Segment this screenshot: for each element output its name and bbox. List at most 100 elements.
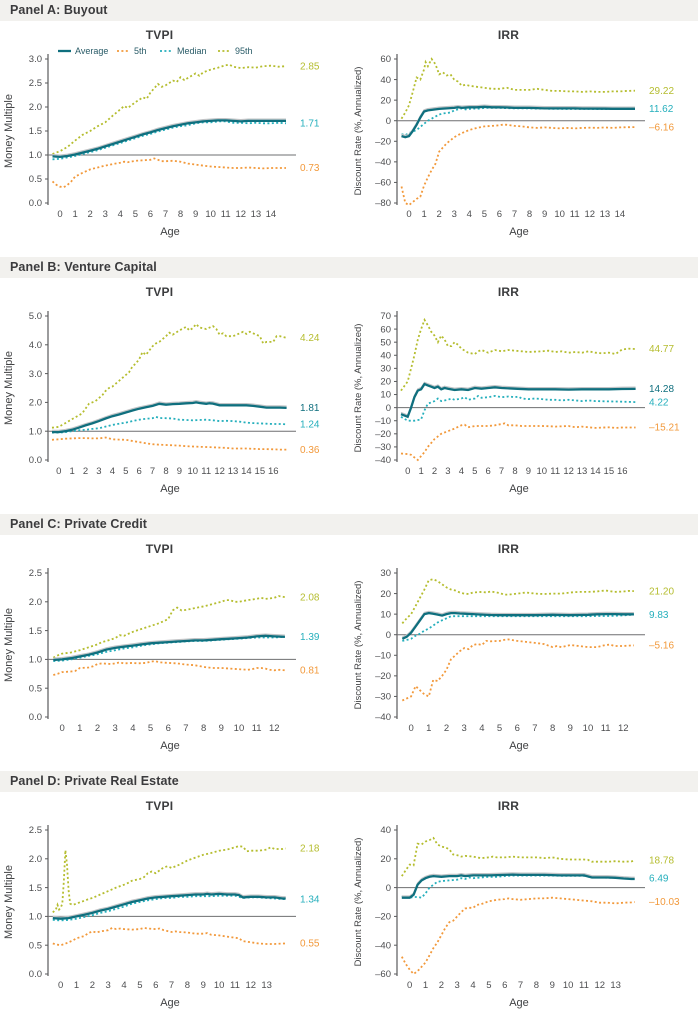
y-tick-label: 2.5 [29,825,42,836]
x-tick-label: 1 [72,209,77,220]
y-tick-label: 2.0 [29,102,42,113]
x-tick-label: 3 [103,209,108,220]
series-line-5th [51,436,287,451]
y-tick-label: –30 [375,442,391,453]
x-tick-label: 5 [497,723,502,734]
x-tick-label: 12 [618,723,629,734]
y-tick-label: 2.0 [29,398,42,409]
chart-title: TVPI [145,799,174,813]
charts-row: TVPI 0.0 0.5 1.0 1.5 2.0 2.5 0 1 2 3 4 5 6 7 8 9 10 11 12 1… [0,792,698,1026]
y-tick-label: 0.0 [29,712,42,723]
chart-canvas: 0.0 0.5 1.0 1.5 2.0 2.5 0 1 2 3 4 5 6 7 8 9 10 11 12 13 Age M… [0,814,349,1026]
tvpi-chart: TVPI 0.0 0.5 1.0 1.5 2.0 2.5 0 1 2 3 4 5 6 7 8 9 10 11 12 A… [0,535,349,769]
x-tick-label: 3 [445,466,450,477]
x-tick-label: 11 [201,466,211,477]
series-line-5th [53,660,285,676]
end-value-label: 2.18 [300,844,320,855]
y-tick-label: 5.0 [29,311,42,322]
irr-chart: IRR –80 –60 –40 –20 0 20 40 60 0 1 2 3 4 5 6 7 8 9 10 11 12 1… [349,21,698,255]
x-tick-label: 10 [563,980,574,991]
end-value-label: 6.49 [649,873,669,884]
legend-label-median: Median [177,46,207,56]
y-axis-title: Discount Rate (%, Annualized) [353,324,364,453]
x-tick-label: 10 [537,466,548,477]
x-tick-label: 4 [470,980,475,991]
series-line-average-shadow [401,872,635,897]
y-tick-label: –20 [375,671,391,682]
y-tick-label: 60 [380,54,391,65]
charts-row: TVPI 0.0 0.5 1.0 1.5 2.0 2.5 3.0 0 1 2 3 4 5 6 7 8 9 10 11… [0,21,698,255]
x-tick-label: 0 [408,723,413,734]
x-tick-label: 0 [59,723,64,734]
x-tick-label: 9 [219,723,224,734]
x-tick-label: 13 [251,209,262,220]
y-tick-label: 40 [380,350,391,361]
x-axis-title: Age [160,226,180,238]
x-tick-label: 6 [137,466,142,477]
chart-canvas: 0.0 1.0 2.0 3.0 4.0 5.0 0 1 2 3 4 5 6 7 8 9 10 11 12 13 14 15… [0,300,349,512]
x-tick-label: 1 [421,209,426,220]
y-tick-label: 20 [380,377,391,388]
x-tick-label: 11 [252,723,262,734]
series-line-5th [52,926,286,947]
chart-title: IRR [497,28,520,42]
x-tick-label: 6 [502,980,507,991]
x-tick-label: 13 [577,466,588,477]
y-tick-label: 0.0 [29,198,42,209]
irr-chart: IRR –40 –30 –20 –10 0 10 20 30 0 1 2 3 4 5 6 7 8 9 10 11 12 A… [349,535,698,769]
x-axis-title: Age [509,226,529,238]
x-tick-label: 8 [201,723,206,734]
end-value-label: 1.39 [300,632,320,643]
x-tick-label: 3 [455,980,460,991]
x-tick-label: 7 [163,209,168,220]
end-value-label: 1.34 [300,894,320,905]
series-line-median [400,394,636,422]
series-line-median [52,894,286,922]
series-line-95th [401,836,635,877]
y-tick-label: 2.0 [29,597,42,608]
irr-chart: IRR –60 –40 –20 0 20 40 0 1 2 3 4 5 6 7 8 9 10 11 12 13 Age D… [349,792,698,1026]
x-tick-label: 7 [512,209,517,220]
x-tick-label: 6 [486,466,491,477]
end-value-label: 44.77 [649,344,674,355]
series-line-average [401,873,635,899]
chart-title: IRR [497,542,520,556]
y-tick-label: –40 [375,712,391,723]
x-tick-label: 13 [228,466,239,477]
panel-title: Panel C: Private Credit [10,517,148,531]
x-tick-label: 7 [150,466,155,477]
chart-svg: 0.00.51.01.52.02.53.00 1 2 3 4 5 6 7 8 9 10 11 12 13 1… [3,46,320,238]
x-tick-label: 9 [526,466,531,477]
end-value-label: –6.16 [649,122,674,133]
x-tick-label: 0 [57,209,62,220]
x-tick-label: 8 [512,466,517,477]
x-tick-label: 12 [563,466,574,477]
y-tick-label: 2.5 [29,568,42,579]
y-tick-label: 30 [380,568,391,579]
x-tick-label: 2 [437,209,442,220]
y-axis-title: Money Multiple [3,94,15,168]
tvpi-chart: TVPI 0.0 0.5 1.0 1.5 2.0 2.5 3.0 0 1 2 3 4 5 6 7 8 9 10 11… [0,21,349,255]
x-tick-label: 9 [193,209,198,220]
y-tick-label: 20 [380,854,391,865]
x-axis-title: Age [160,740,180,752]
x-axis-title: Age [160,483,180,495]
x-tick-label: 3 [113,723,118,734]
chart-canvas: 0.0 0.5 1.0 1.5 2.0 2.5 3.0 0 1 2 3 4 5 6 7 8 9 10 11 12 13 1… [0,43,349,255]
x-tick-label: 8 [550,723,555,734]
end-value-label: 1.71 [300,119,320,130]
chart-canvas: 0.0 0.5 1.0 1.5 2.0 2.5 0 1 2 3 4 5 6 7 8 9 10 11 12 Age Mon… [0,557,349,769]
x-tick-label: 2 [90,980,95,991]
x-tick-label: 5 [123,466,128,477]
x-tick-label: 4 [121,980,126,991]
y-tick-label: 0.5 [29,683,42,694]
end-value-label: 0.81 [300,666,320,677]
panel-title: Panel A: Buyout [10,3,108,17]
end-value-label: 1.24 [300,419,320,430]
y-tick-label: 70 [380,311,391,322]
x-tick-label: 10 [188,466,199,477]
x-tick-label: 2 [88,209,93,220]
